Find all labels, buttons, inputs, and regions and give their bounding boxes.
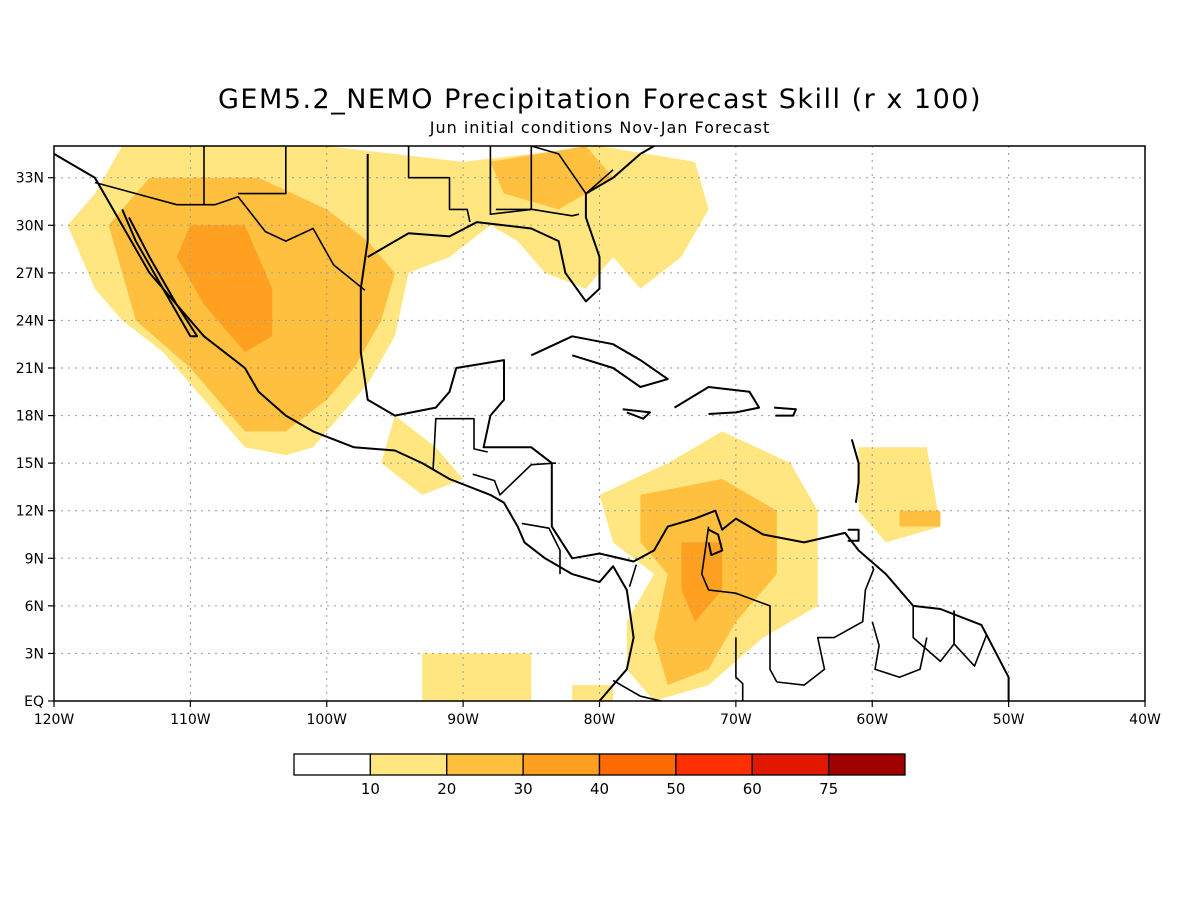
colorbar-bin	[293, 753, 372, 776]
y-tick-label: EQ	[24, 694, 44, 710]
lake-maracaibo	[707, 528, 724, 557]
us-mexico-border	[94, 181, 366, 291]
us-state-lines-3	[407, 146, 471, 223]
colorbar-bin	[369, 753, 448, 776]
coastlines	[54, 146, 1010, 701]
y-tick-label: 21N	[16, 361, 44, 377]
us-state-lines-4	[489, 146, 533, 215]
colorbar-bin	[675, 753, 753, 776]
y-tick-label: 9N	[25, 551, 44, 567]
puerto-rico	[774, 406, 797, 417]
colorbar-label: 50	[666, 780, 685, 798]
x-tick-label: 80W	[584, 712, 616, 728]
central-america-borders-2	[472, 462, 556, 496]
y-tick-label: 12N	[16, 504, 44, 520]
gridlines	[54, 146, 1145, 701]
y-tick-label: 33N	[16, 171, 44, 187]
colorbar-label: 60	[743, 780, 762, 798]
us-state-lines-2	[238, 146, 287, 195]
jamaica	[622, 408, 651, 420]
skill-region-7	[681, 542, 723, 622]
skill-region-8	[858, 447, 941, 543]
colorbar-bin	[751, 753, 830, 776]
north-america-pacific-coast	[54, 153, 635, 701]
suriname-border	[912, 605, 955, 663]
y-tick-label: 30N	[16, 218, 44, 234]
colombia-brazil-border	[735, 637, 744, 701]
venezuela-brazil-guyana	[776, 565, 875, 686]
us-state-lines-5	[495, 208, 580, 217]
x-tick-label: 100W	[306, 712, 347, 728]
y-tick-label: 6N	[25, 599, 44, 615]
skill-region-9	[899, 510, 941, 527]
trinidad	[847, 528, 860, 542]
skill-region-3	[176, 225, 273, 353]
panama-colombia-border	[628, 564, 638, 588]
colorbar-bin	[827, 753, 906, 776]
map-title: GEM5.2_NEMO Precipitation Forecast Skill…	[218, 84, 982, 115]
y-tick-label: 18N	[16, 409, 44, 425]
colorbar-label: 75	[819, 780, 838, 798]
colombia-venezuela-border	[700, 526, 778, 683]
axis-ticks: 120W 110W 100W 90W 80W 70W 60W 50W 40W EQ 3N 6N 9N 12…	[16, 171, 1161, 728]
colorbar-bin	[446, 753, 524, 776]
x-tick-label: 60W	[856, 712, 888, 728]
x-tick-label: 40W	[1129, 712, 1161, 728]
colorbar-label: 30	[514, 780, 533, 798]
x-tick-label: 50W	[993, 712, 1025, 728]
lesser-antilles	[850, 439, 860, 503]
us-gulf-coast	[367, 146, 655, 303]
cuba	[530, 335, 669, 388]
colorbar-label: 10	[361, 780, 380, 798]
y-tick-label: 24N	[16, 313, 44, 329]
y-tick-label: 3N	[25, 646, 44, 662]
hispaniola	[673, 386, 761, 415]
us-state-lines-6	[531, 146, 614, 195]
colorbar-label: 40	[590, 780, 609, 798]
y-tick-label: 27N	[16, 266, 44, 282]
baja-california	[121, 209, 199, 338]
map-subtitle: Jun initial conditions Nov-Jan Forecast	[429, 118, 771, 137]
skill-region-10	[422, 653, 532, 701]
colorbar-label: 20	[437, 780, 456, 798]
skill-contours	[67, 146, 941, 701]
colorbar-bin	[598, 753, 677, 776]
x-tick-label: 90W	[447, 712, 479, 728]
skill-region-4	[381, 415, 464, 495]
gulf-coast	[359, 153, 1010, 701]
x-tick-label: 120W	[34, 712, 75, 728]
y-tick-label: 15N	[16, 456, 44, 472]
central-america-borders-3	[521, 522, 561, 575]
x-tick-label: 70W	[720, 712, 752, 728]
french-guiana-border	[953, 610, 988, 667]
guyana-brazil-border	[871, 621, 928, 679]
central-america-borders	[432, 417, 488, 470]
colorbar-bin	[522, 753, 601, 776]
x-tick-label: 110W	[170, 712, 211, 728]
colorbar: 10 20 30 40 50 60 75	[293, 753, 906, 798]
